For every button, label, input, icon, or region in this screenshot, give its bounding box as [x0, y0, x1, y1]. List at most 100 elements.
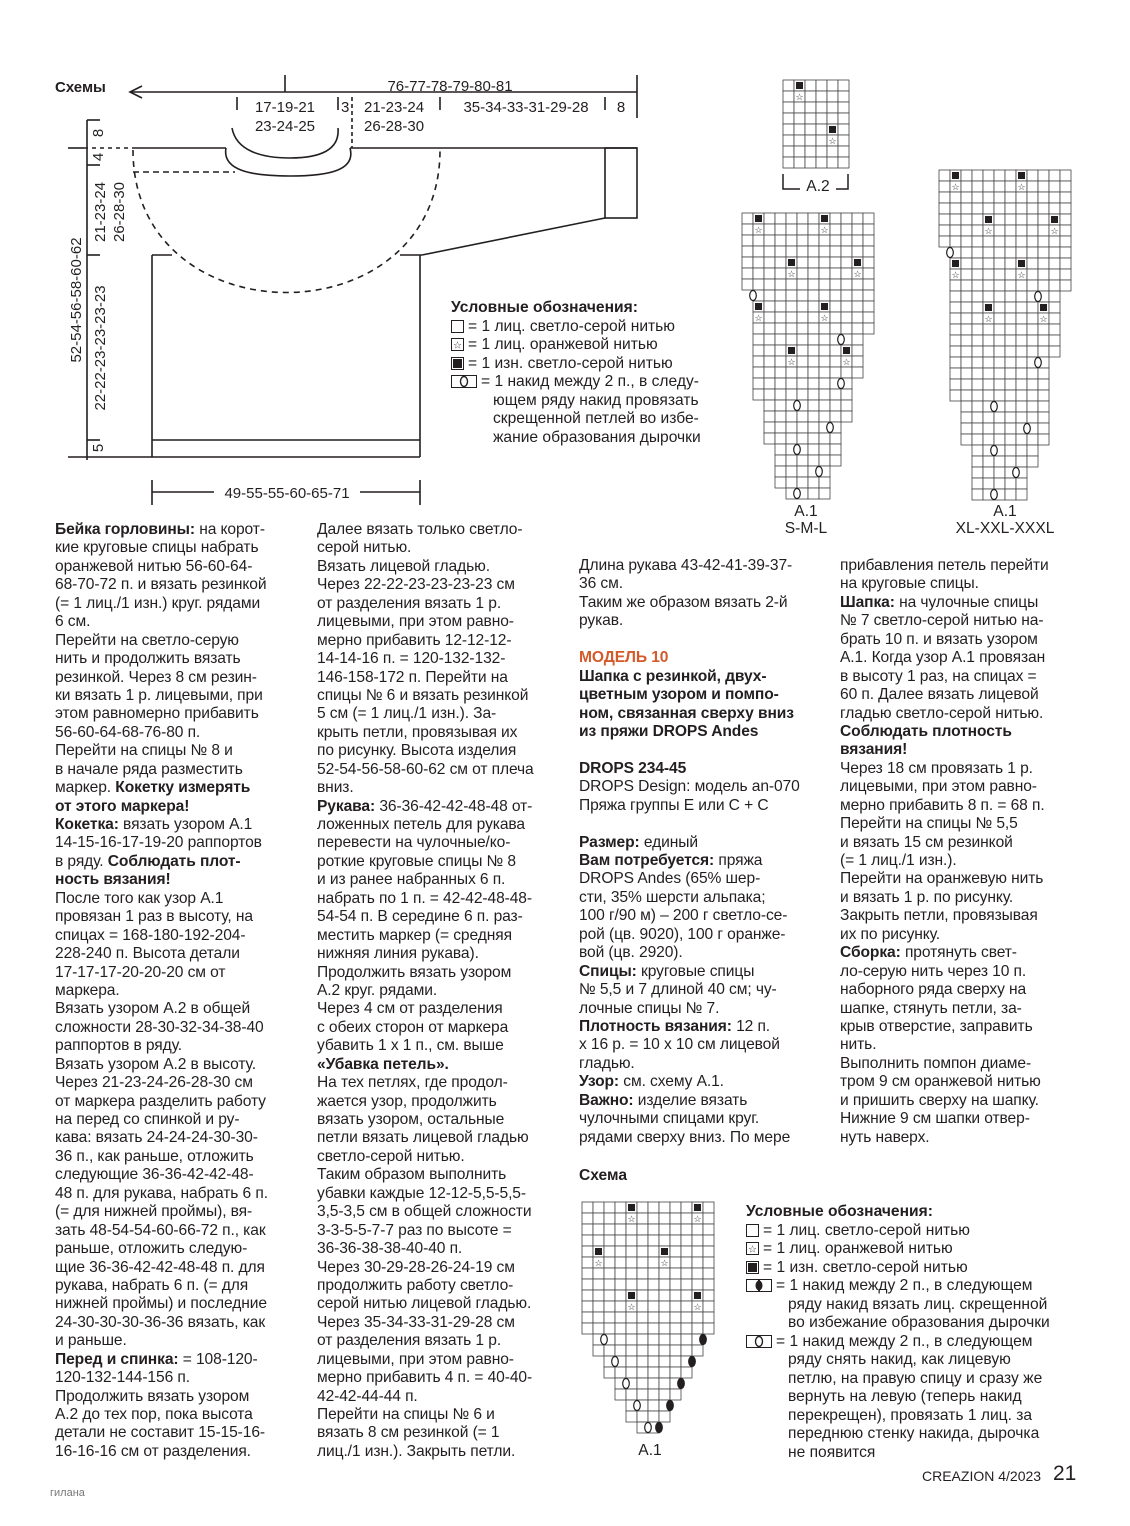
text-line: и раньше. — [55, 1332, 268, 1350]
body-text: детали не составит 15-15-16- — [55, 1424, 266, 1442]
text-line: зать 48-54-54-60-66-72 п., как — [55, 1222, 268, 1240]
body-text: пряжа — [714, 852, 763, 869]
chart-cell — [840, 289, 853, 302]
chart-cell — [691, 1256, 704, 1269]
chart-cell — [581, 1223, 594, 1236]
body-text: серой нитью лицевой гладью. — [317, 1295, 532, 1313]
chart-cell — [785, 388, 798, 401]
yarn-over-white-symbol — [1034, 356, 1042, 369]
chart-cell — [603, 1278, 616, 1291]
body-text: от разделения вязать 1 р. — [317, 1332, 502, 1350]
chart-cell — [971, 422, 984, 435]
yarn-over-black-symbol — [666, 1399, 674, 1412]
chart-cell — [815, 123, 828, 136]
chart-cell — [1026, 312, 1039, 325]
chart-cell — [851, 289, 864, 302]
text-line: продолжить работу светло- — [317, 1277, 534, 1295]
chart-cell — [960, 268, 973, 281]
yarn-over-white-symbol — [826, 421, 834, 434]
text-line: этом равномерно прибавить — [55, 705, 268, 723]
legend-item: переднюю стенку накида, дырочка — [746, 1425, 1050, 1444]
chart-cell — [669, 1311, 682, 1324]
text-line: 52-54-56-58-60-62 см от плеча — [317, 761, 534, 779]
chart-cell — [658, 1267, 671, 1280]
body-text: Перейти на спицы № 6 и — [317, 1406, 495, 1423]
yarn-over-black-symbol — [655, 1421, 663, 1434]
chart-cell — [807, 344, 820, 357]
chart-cell — [807, 355, 820, 368]
purl-symbol — [985, 304, 992, 311]
chart-cell — [782, 123, 795, 136]
text-line: Перед и спинка: = 108-120- — [55, 1351, 268, 1369]
chart-cell — [993, 455, 1006, 468]
chart-cell — [807, 454, 820, 467]
chart-cell — [741, 256, 754, 269]
chart-cell — [960, 367, 973, 380]
chart-cell — [949, 235, 962, 248]
text-line: ном, связанная сверху вниз — [579, 705, 800, 723]
text-line: набрать по 1 п. = 42-42-48-48- — [317, 890, 534, 908]
text-line: Через 21-23-24-26-28-30 см — [55, 1074, 268, 1092]
chart-cell — [993, 466, 1006, 479]
chart-cell — [796, 300, 809, 313]
text-line: Нижние 9 см шапки отвер- — [840, 1110, 1049, 1128]
chart-cell — [752, 366, 765, 379]
chart-cell — [625, 1234, 638, 1247]
empty-square-icon — [451, 319, 464, 333]
chart-cell — [840, 388, 853, 401]
chart-cell — [971, 169, 984, 182]
chart-cell — [796, 333, 809, 346]
body-text: и вязать 15 см резинкой — [840, 833, 1013, 851]
chart-cell — [752, 256, 765, 269]
chart-cell — [669, 1245, 682, 1258]
chart-cell — [680, 1212, 693, 1225]
chart-cell — [1026, 169, 1039, 182]
body-text: 6 см. — [55, 613, 91, 631]
chart-cell — [993, 235, 1006, 248]
purl-symbol — [1018, 172, 1025, 179]
chart-cell — [1015, 411, 1028, 424]
yarn-over-black-icon — [746, 1279, 772, 1292]
text-line: нижней проймы) и последние — [55, 1295, 268, 1313]
bold-text: от этого маркера! — [55, 797, 190, 815]
text-line: брать 10 п. и вязать узором — [840, 631, 1049, 649]
orange-star-symbol: ☆ — [754, 313, 762, 323]
text-line: и из ранее набранных 6 п. — [317, 871, 534, 889]
body-text: в ряду. — [55, 852, 108, 870]
chart-cell — [636, 1366, 649, 1379]
body-text: 36 п., как раньше, отложить — [55, 1147, 254, 1165]
text-line: жается узор, продолжить — [317, 1093, 534, 1111]
chart-cell — [658, 1300, 671, 1313]
purl-symbol — [595, 1248, 602, 1255]
yarn-over-white-symbol — [1034, 290, 1042, 303]
chart-cell — [982, 202, 995, 215]
chart-cell — [1026, 455, 1039, 468]
body-text: 24-30-30-30-36-36 вязать, как — [55, 1313, 266, 1331]
legend-item: во избежание образования дырочки — [746, 1314, 1050, 1333]
dim-sleeve-length: 35-34-33-31-29-28 — [463, 99, 588, 116]
chart-cell — [1026, 323, 1039, 336]
chart-cell — [763, 256, 776, 269]
chart-cell — [1015, 290, 1028, 303]
body-text: лочные спицы № 7. — [579, 999, 720, 1017]
body-text: и из ранее набранных 6 п. — [317, 871, 506, 889]
yarn-over-white-symbol — [837, 377, 845, 390]
chart-cell — [818, 388, 831, 401]
legend-text: петлю, на правую спицу и сразу же — [788, 1369, 1043, 1387]
text-line: Продолжить вязать узором — [317, 964, 534, 982]
chart-cell — [862, 278, 875, 291]
chart-cell — [1004, 235, 1017, 248]
chart-cell — [982, 279, 995, 292]
chart-cell — [774, 267, 787, 280]
body-text: перевести на чулочные/ко- — [317, 834, 511, 852]
chart-cell — [829, 267, 842, 280]
legend-text: не появится — [788, 1443, 876, 1461]
chart-cell — [949, 389, 962, 402]
chart-cell — [785, 245, 798, 258]
chart-cell — [581, 1311, 594, 1324]
chart-a1-sml-label: A.1 — [794, 503, 818, 520]
text-line: Вязать узором А.2 в общей — [55, 1000, 268, 1018]
chart-cell — [862, 300, 875, 313]
dim-cuff: 8 — [617, 99, 625, 116]
chart-cell — [807, 377, 820, 390]
